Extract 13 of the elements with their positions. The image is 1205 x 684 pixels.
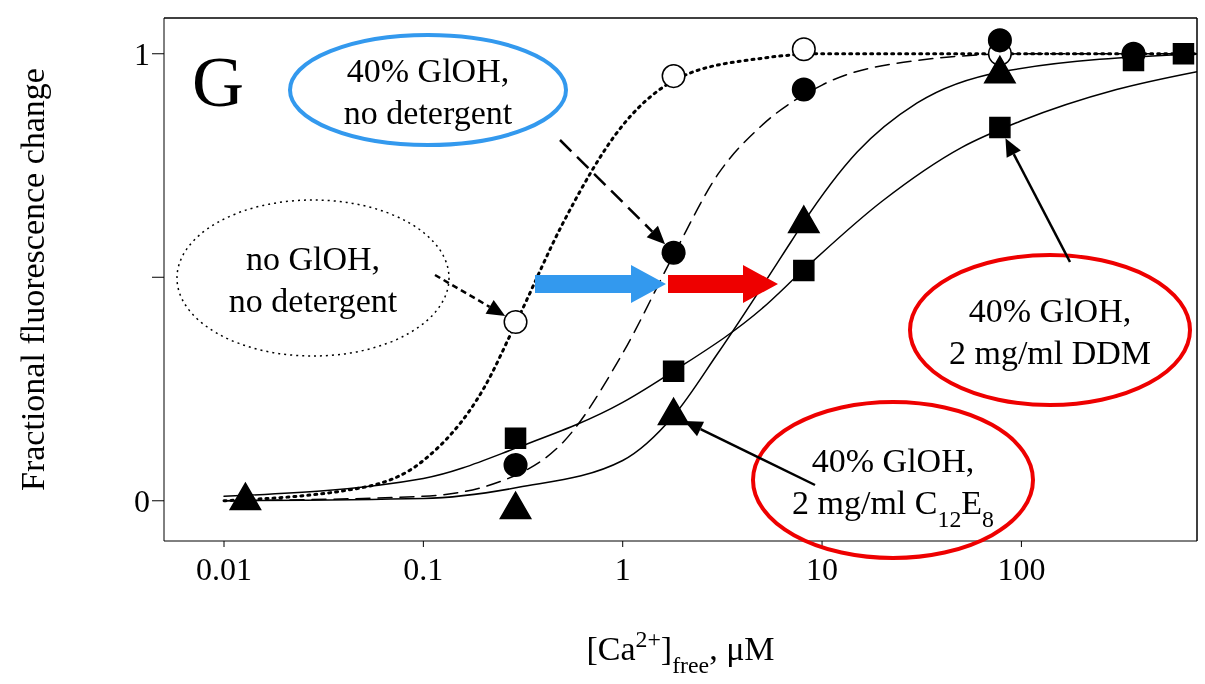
y-axis-title: Fractional fluorescence change bbox=[14, 68, 51, 491]
x-tick-label: 1 bbox=[614, 550, 631, 587]
x-tick-label: 0.01 bbox=[196, 550, 253, 587]
annotation: 40% GlOH, no detergent bbox=[343, 52, 513, 131]
x-tick-label: 100 bbox=[997, 550, 1046, 587]
annotation: G bbox=[192, 42, 244, 122]
annotation: no GlOH, no detergent bbox=[228, 240, 398, 319]
annotation: 40% GlOH, 2 mg/ml C$_{12}$E$_{8}$ bbox=[792, 442, 994, 532]
annotation: 40% GlOH, 2 mg/ml DDM bbox=[948, 292, 1152, 371]
y-tick-label: 0 bbox=[134, 483, 150, 520]
x-axis-title: [Ca$^{2+}$]$_{free}$, μM bbox=[586, 626, 775, 678]
x-tick-label: 0.1 bbox=[403, 550, 444, 587]
x-tick-label: 10 bbox=[806, 550, 839, 587]
